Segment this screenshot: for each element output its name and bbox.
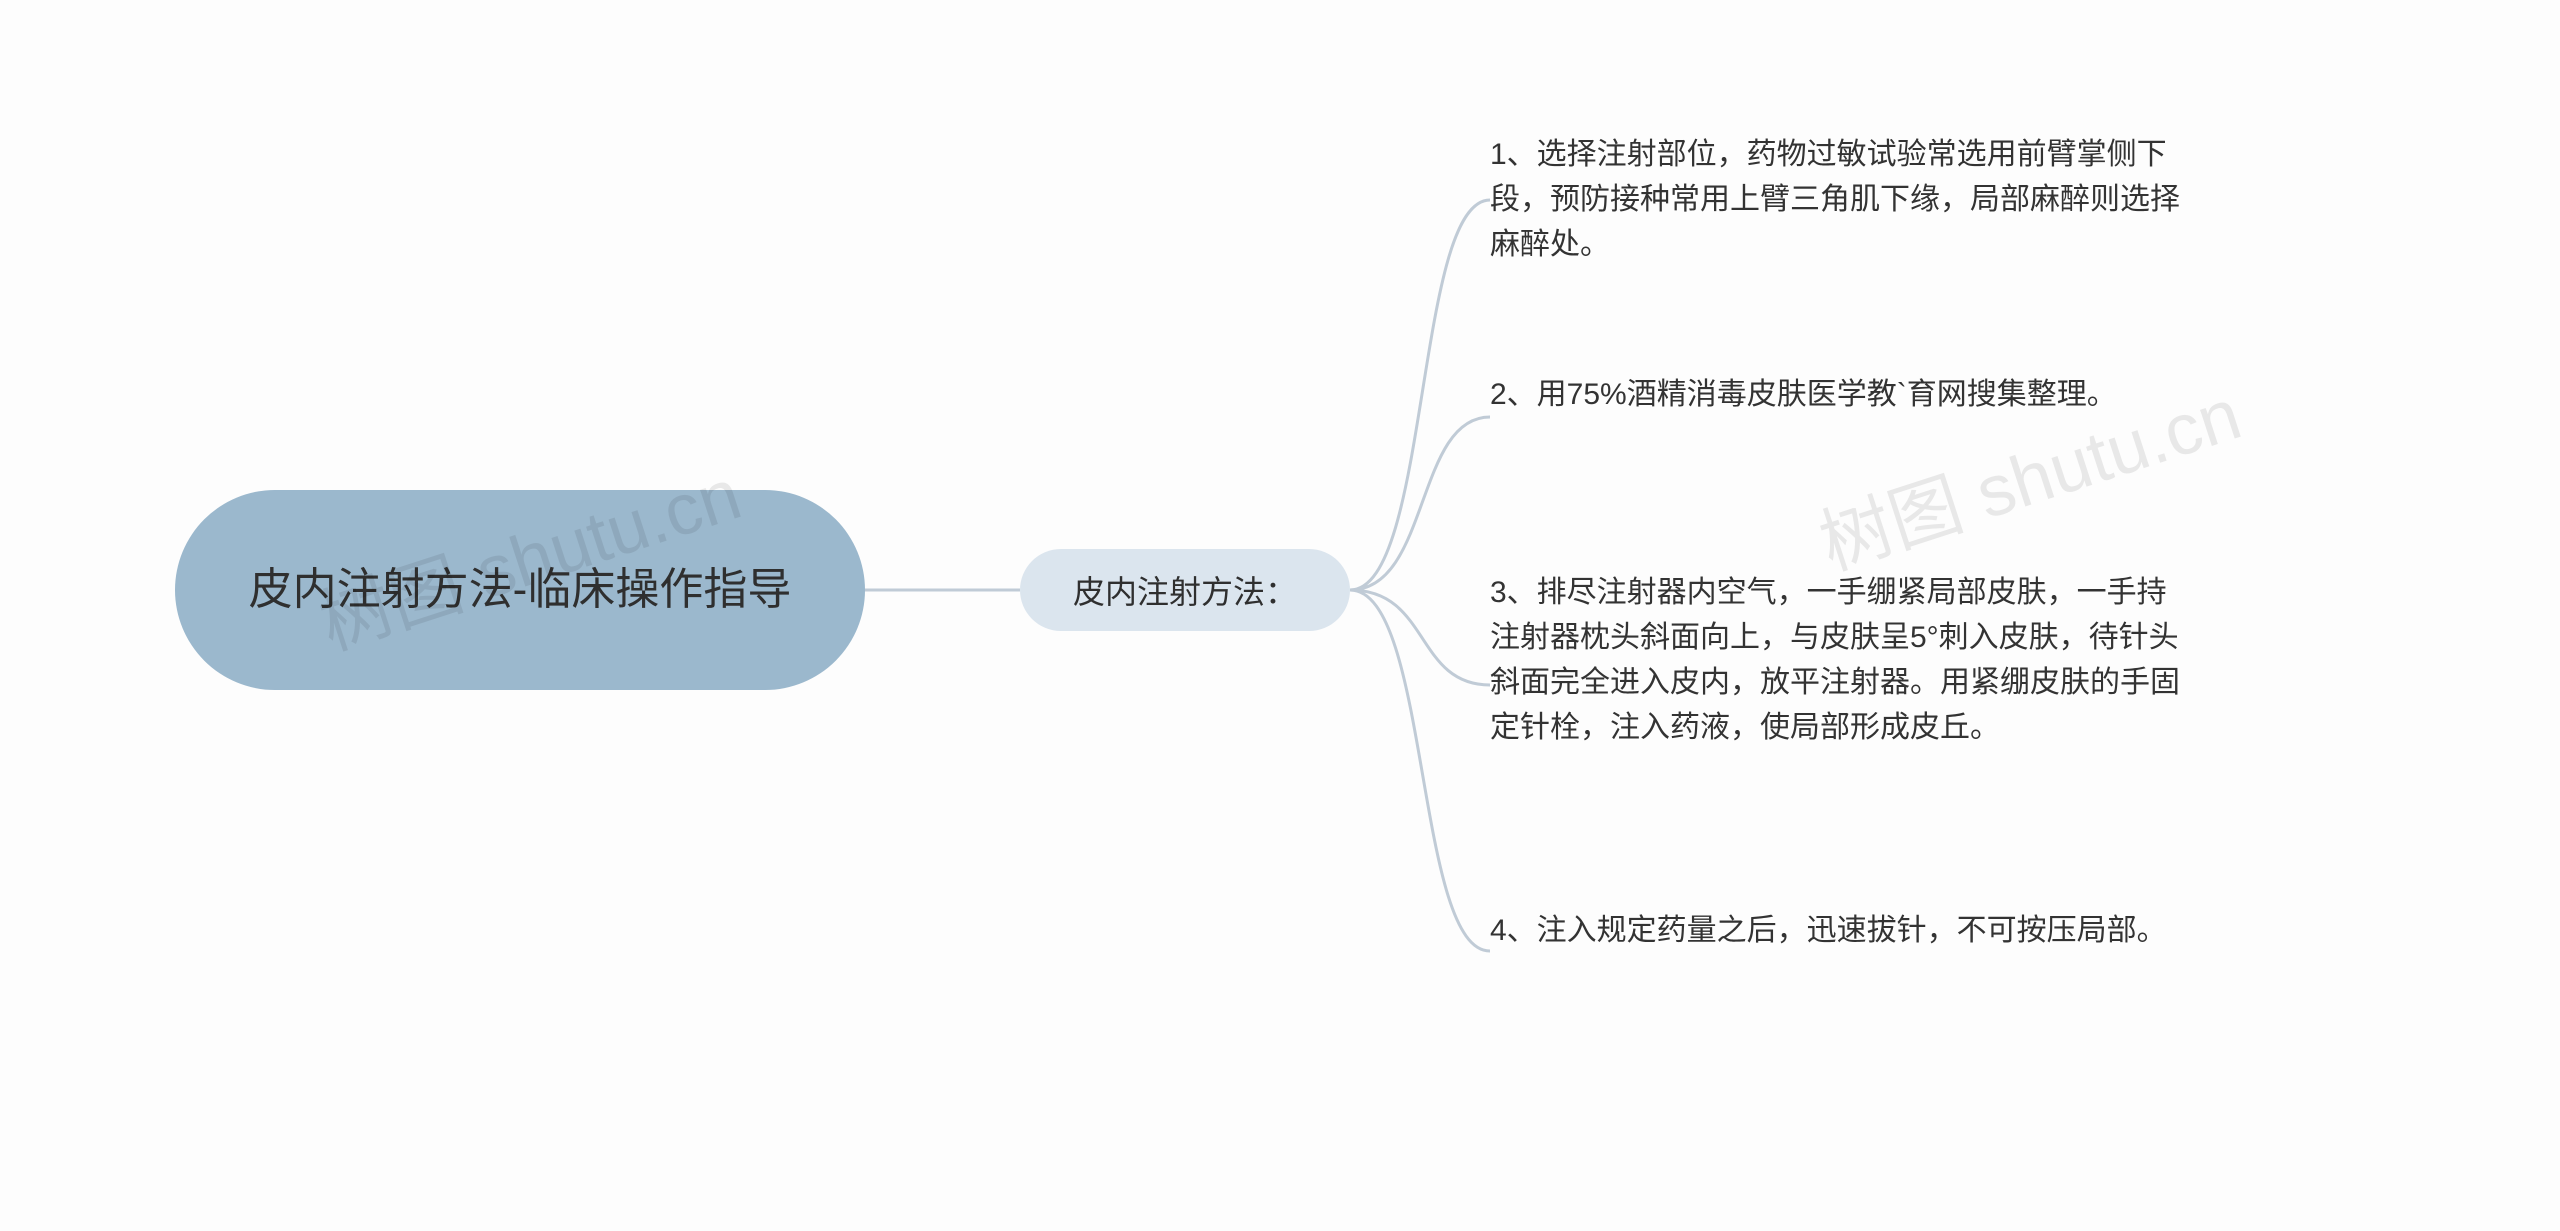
leaf-node-2: 2、用75%酒精消毒皮肤医学教`育网搜集整理。	[1490, 372, 2180, 417]
leaf-node-1: 1、选择注射部位，药物过敏试验常选用前臂掌侧下段，预防接种常用上臂三角肌下缘，局…	[1490, 132, 2180, 267]
sub-node-text: 皮内注射方法：	[1073, 567, 1297, 613]
sub-node: 皮内注射方法：	[1020, 549, 1350, 631]
root-node-text: 皮内注射方法-临床操作指导	[249, 558, 792, 622]
mindmap-canvas: 皮内注射方法-临床操作指导 皮内注射方法： 1、选择注射部位，药物过敏试验常选用…	[0, 0, 2560, 1231]
root-node: 皮内注射方法-临床操作指导	[175, 490, 865, 690]
leaf-node-3: 3、排尽注射器内空气，一手绷紧局部皮肤，一手持注射器枕头斜面向上，与皮肤呈5°刺…	[1490, 570, 2180, 750]
leaf-node-4: 4、注入规定药量之后，迅速拔针，不可按压局部。	[1490, 908, 2180, 953]
